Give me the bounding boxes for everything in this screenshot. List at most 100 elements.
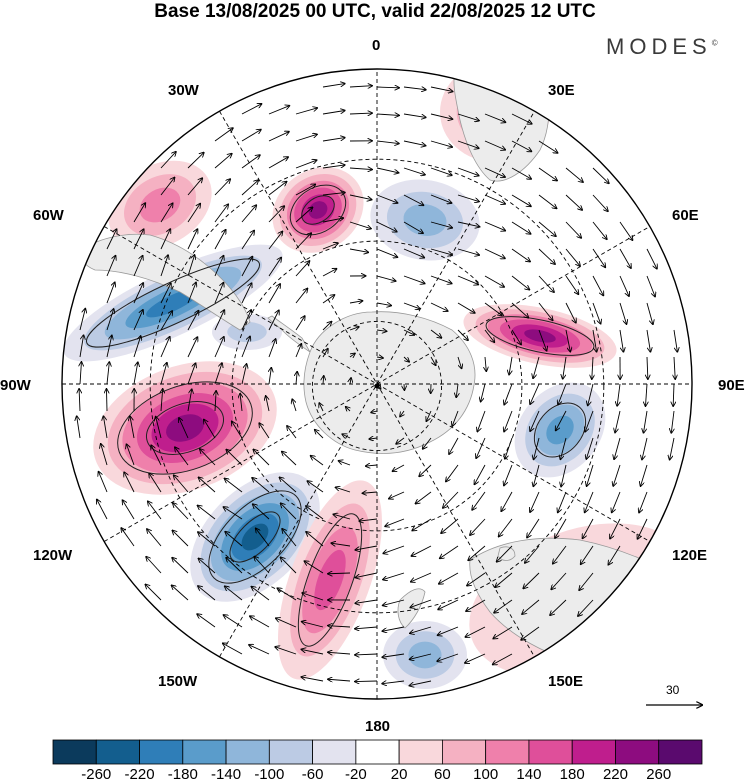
wind-arrow bbox=[457, 167, 479, 176]
anomaly-band bbox=[139, 187, 181, 223]
wind-arrow bbox=[585, 491, 594, 512]
contour-line bbox=[297, 513, 363, 647]
wind-arrow bbox=[509, 356, 512, 374]
meridian-line bbox=[219, 110, 535, 658]
colorbar-swatch bbox=[658, 739, 703, 765]
wind-arrow bbox=[484, 302, 502, 315]
wind-arrow bbox=[449, 437, 459, 454]
wind-arrow bbox=[504, 383, 513, 405]
wind-arrow bbox=[409, 680, 432, 686]
lon-label-60e: 60E bbox=[672, 207, 699, 224]
wind-arrow bbox=[484, 113, 505, 122]
wind-arrow bbox=[268, 106, 289, 115]
wind-arrow bbox=[382, 681, 405, 684]
colorbar-label: -20 bbox=[345, 766, 367, 783]
wind-arrow bbox=[430, 113, 452, 119]
wind-arrow bbox=[612, 491, 621, 512]
colorbar-label: -140 bbox=[211, 766, 242, 783]
wind-arrow bbox=[511, 302, 528, 318]
wind-arrow bbox=[465, 626, 486, 637]
wind-arrow bbox=[466, 599, 486, 611]
vector-scale-label: 30 bbox=[666, 683, 680, 697]
wind-arrow bbox=[103, 416, 108, 439]
wind-arrow bbox=[301, 649, 324, 655]
wind-arrow bbox=[296, 372, 297, 385]
wind-arrow bbox=[187, 153, 204, 169]
wind-arrow bbox=[259, 423, 270, 439]
wind-arrow bbox=[403, 113, 426, 117]
wind-arrow bbox=[561, 464, 567, 486]
wind-arrow bbox=[160, 337, 170, 358]
wind-arrow bbox=[106, 282, 115, 304]
wind-arrow bbox=[127, 444, 135, 466]
wind-arrow bbox=[241, 283, 252, 304]
colorbar-swatch bbox=[268, 739, 314, 765]
wind-arrow bbox=[295, 160, 317, 169]
wind-arrow bbox=[501, 491, 513, 511]
wind-arrow bbox=[362, 492, 378, 493]
lon-label-30w: 30W bbox=[168, 82, 199, 99]
wind-arrow bbox=[187, 283, 196, 304]
wind-arrow bbox=[430, 86, 453, 91]
wind-arrow bbox=[592, 302, 601, 324]
brand-mark: © bbox=[711, 38, 718, 48]
wind-arrow bbox=[349, 221, 371, 229]
wind-arrow bbox=[322, 138, 345, 142]
wind-arrow bbox=[619, 329, 623, 352]
wind-arrow bbox=[587, 464, 594, 486]
colorbar-swatch bbox=[615, 739, 660, 765]
wind-arrow bbox=[495, 572, 513, 587]
wind-arrow bbox=[106, 336, 112, 358]
wind-arrow bbox=[474, 464, 486, 484]
wind-arrow bbox=[311, 456, 324, 466]
wind-arrow bbox=[511, 221, 531, 234]
wind-arrow bbox=[197, 614, 216, 628]
wind-arrow bbox=[558, 383, 567, 405]
wind-arrow bbox=[331, 543, 351, 546]
wind-arrow bbox=[350, 353, 355, 357]
wind-arrow bbox=[585, 410, 594, 432]
wind-arrow bbox=[256, 528, 270, 547]
wind-arrow bbox=[187, 363, 196, 385]
wind-arrow bbox=[174, 475, 189, 493]
wind-arrow bbox=[411, 545, 432, 556]
wind-arrow bbox=[565, 194, 582, 210]
wind-arrow bbox=[457, 140, 479, 148]
colorbar-swatch bbox=[355, 739, 400, 765]
wind-arrow bbox=[187, 178, 202, 196]
anomaly-band bbox=[524, 329, 556, 343]
wind-arrow bbox=[295, 261, 309, 277]
height-contours bbox=[85, 184, 595, 647]
wind-arrow bbox=[266, 396, 270, 412]
wind-arrow bbox=[578, 599, 594, 616]
wind-arrow bbox=[670, 437, 675, 460]
wind-arrow bbox=[204, 420, 216, 439]
wind-arrow bbox=[355, 654, 378, 655]
wind-arrow bbox=[673, 383, 674, 406]
wind-arrow bbox=[249, 645, 270, 655]
wind-arrow bbox=[423, 437, 432, 449]
colorbar-label: 260 bbox=[646, 766, 672, 783]
wind-arrow bbox=[307, 481, 324, 493]
wind-arrow bbox=[538, 329, 547, 351]
wind-arrow bbox=[457, 302, 475, 313]
wind-arrow bbox=[328, 652, 351, 654]
wind-arrow bbox=[241, 231, 254, 250]
contour-line bbox=[208, 490, 302, 584]
wind-arrow bbox=[579, 572, 594, 590]
wind-arrow bbox=[565, 221, 581, 238]
wind-arrow bbox=[534, 437, 540, 459]
wind-arrow bbox=[280, 477, 297, 493]
wind-arrow bbox=[250, 616, 270, 628]
wind-arrow bbox=[533, 356, 540, 378]
wind-arrow bbox=[393, 464, 405, 471]
wind-arrow bbox=[80, 362, 81, 385]
wind-arrow bbox=[355, 681, 378, 682]
lon-label-60w: 60W bbox=[33, 207, 64, 224]
wind-arrow bbox=[200, 449, 216, 466]
colorbar-swatch bbox=[528, 739, 573, 765]
wind-arrow bbox=[646, 302, 653, 324]
wind-arrow bbox=[355, 627, 378, 629]
wind-arrow bbox=[376, 303, 391, 306]
wind-arrow bbox=[133, 336, 141, 358]
